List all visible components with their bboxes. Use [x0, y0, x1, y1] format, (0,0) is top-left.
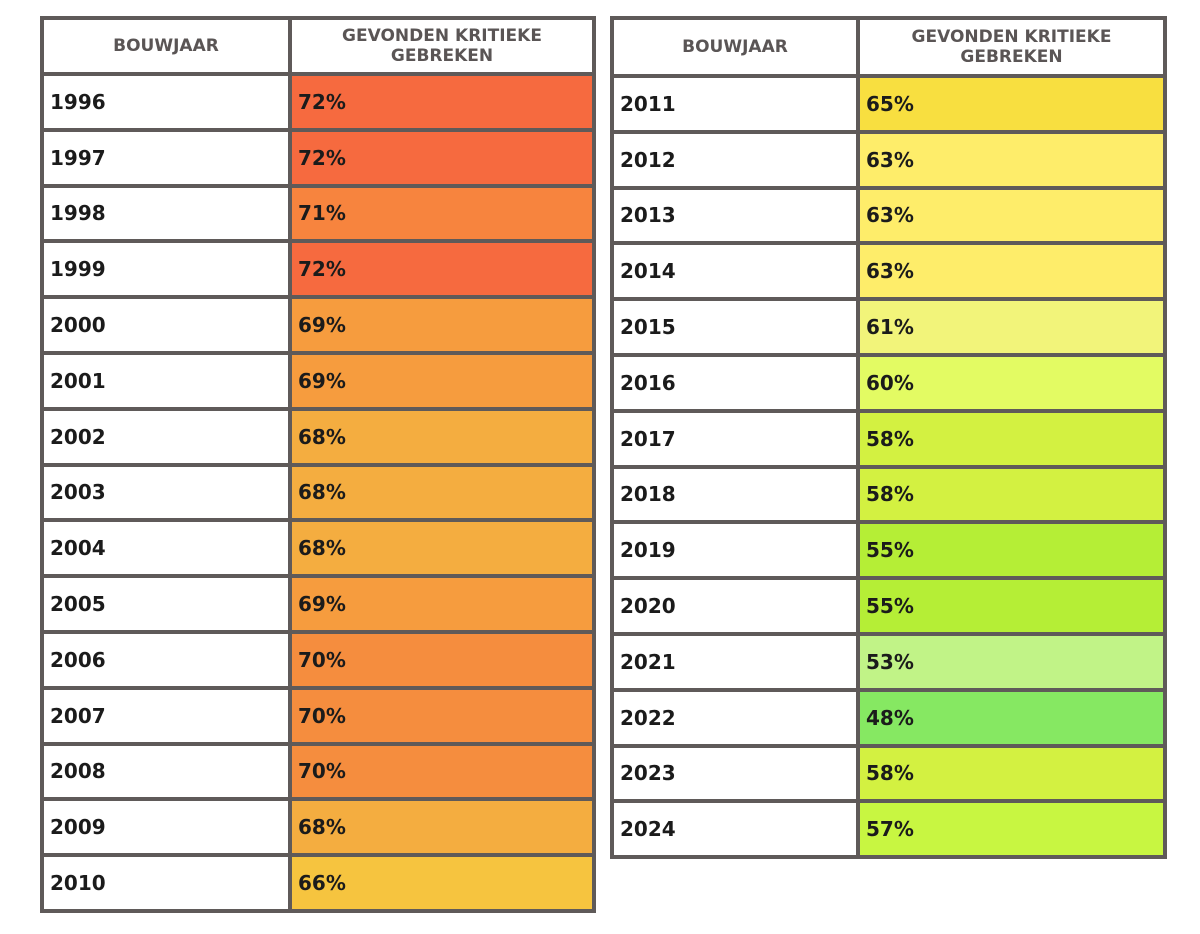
table-row: 1998 71% [44, 187, 592, 240]
defect-percentage-cell: 57% [860, 803, 1163, 856]
table-header-row: BOUWJAAR GEVONDEN KRITIEKE GEBREKEN [44, 20, 592, 72]
year-cell: 2014 [614, 245, 856, 298]
table-row: 2024 57% [614, 803, 1163, 856]
year-cell: 2023 [614, 747, 856, 800]
table-row: 2015 61% [614, 301, 1163, 353]
table-row: 2003 68% [44, 466, 592, 519]
defect-percentage-cell: 68% [292, 466, 592, 519]
table-row: 2014 63% [614, 245, 1163, 298]
year-cell: 2024 [614, 803, 856, 856]
year-cell: 2011 [614, 78, 856, 130]
defect-percentage-cell: 65% [860, 78, 1163, 130]
year-cell: 2012 [614, 133, 856, 186]
year-cell: 2004 [44, 522, 288, 575]
year-cell: 2008 [44, 745, 288, 798]
table-row: 2017 58% [614, 412, 1163, 465]
table-row: 2016 60% [614, 356, 1163, 409]
defect-percentage-cell: 61% [860, 301, 1163, 353]
defect-percentage-cell: 72% [292, 243, 592, 296]
defect-percentage-cell: 69% [292, 299, 592, 351]
defects-table-right: BOUWJAAR GEVONDEN KRITIEKE GEBREKEN 2011… [610, 16, 1167, 860]
year-cell: 2013 [614, 189, 856, 242]
defect-percentage-cell: 70% [292, 633, 592, 686]
defect-percentage-cell: 63% [860, 133, 1163, 186]
defect-percentage-cell: 63% [860, 189, 1163, 242]
table-row: 2012 63% [614, 133, 1163, 186]
year-cell: 2019 [614, 524, 856, 577]
year-cell: 2020 [614, 580, 856, 632]
year-cell: 2016 [614, 356, 856, 409]
year-cell: 1996 [44, 76, 288, 128]
defect-percentage-cell: 53% [860, 635, 1163, 688]
table-row: 1996 72% [44, 76, 592, 128]
table-row: 2011 65% [614, 78, 1163, 130]
table-row: 2022 48% [614, 691, 1163, 744]
table-row: 2007 70% [44, 689, 592, 742]
table-row: 2006 70% [44, 633, 592, 686]
defect-percentage-cell: 70% [292, 689, 592, 742]
table-row: 2018 58% [614, 468, 1163, 521]
table-row: 2010 66% [44, 857, 592, 909]
defect-percentage-cell: 58% [860, 468, 1163, 521]
year-cell: 2010 [44, 857, 288, 909]
defect-percentage-cell: 48% [860, 691, 1163, 744]
table-row: 2009 68% [44, 801, 592, 854]
defect-percentage-cell: 63% [860, 245, 1163, 298]
column-header-year: BOUWJAAR [44, 20, 288, 72]
defect-percentage-cell: 60% [860, 356, 1163, 409]
year-cell: 2021 [614, 635, 856, 688]
defects-table-left: BOUWJAAR GEVONDEN KRITIEKE GEBREKEN 1996… [40, 16, 596, 913]
table-row: 2020 55% [614, 580, 1163, 632]
table-row: 2005 69% [44, 578, 592, 630]
defect-percentage-cell: 71% [292, 187, 592, 240]
year-cell: 1998 [44, 187, 288, 240]
defect-percentage-cell: 68% [292, 801, 592, 854]
table-header-row: BOUWJAAR GEVONDEN KRITIEKE GEBREKEN [614, 20, 1163, 74]
year-cell: 2022 [614, 691, 856, 744]
table-row: 2001 69% [44, 354, 592, 407]
table-row: 2004 68% [44, 522, 592, 575]
year-cell: 2007 [44, 689, 288, 742]
defect-percentage-cell: 55% [860, 524, 1163, 577]
defect-percentage-cell: 66% [292, 857, 592, 909]
year-cell: 2018 [614, 468, 856, 521]
defect-percentage-cell: 58% [860, 412, 1163, 465]
defect-percentage-cell: 70% [292, 745, 592, 798]
table-row: 2021 53% [614, 635, 1163, 688]
year-cell: 2017 [614, 412, 856, 465]
year-cell: 2001 [44, 354, 288, 407]
table-row: 2000 69% [44, 299, 592, 351]
year-cell: 2000 [44, 299, 288, 351]
year-cell: 1997 [44, 131, 288, 184]
table-row: 2023 58% [614, 747, 1163, 800]
defect-percentage-cell: 68% [292, 410, 592, 463]
column-header-defects: GEVONDEN KRITIEKE GEBREKEN [860, 20, 1163, 74]
table-row: 2008 70% [44, 745, 592, 798]
year-cell: 2006 [44, 633, 288, 686]
table-row: 2019 55% [614, 524, 1163, 577]
table-row: 1997 72% [44, 131, 592, 184]
table-row: 2002 68% [44, 410, 592, 463]
defect-percentage-cell: 58% [860, 747, 1163, 800]
defect-percentage-cell: 72% [292, 76, 592, 128]
year-cell: 1999 [44, 243, 288, 296]
table-row: 1999 72% [44, 243, 592, 296]
year-cell: 2005 [44, 578, 288, 630]
defect-percentage-cell: 69% [292, 354, 592, 407]
table-row: 2013 63% [614, 189, 1163, 242]
year-cell: 2015 [614, 301, 856, 353]
year-cell: 2003 [44, 466, 288, 519]
defect-percentage-cell: 72% [292, 131, 592, 184]
table-body: 2011 65% 2012 63% 2013 63% 2014 63% 2015 61% 2016 6… [614, 78, 1163, 856]
column-header-year: BOUWJAAR [614, 20, 856, 74]
table-body: 1996 72% 1997 72% 1998 71% 1999 72% 2000 69% 2001 6… [44, 76, 592, 909]
defect-percentage-cell: 68% [292, 522, 592, 575]
column-header-defects: GEVONDEN KRITIEKE GEBREKEN [292, 20, 592, 72]
year-cell: 2009 [44, 801, 288, 854]
year-cell: 2002 [44, 410, 288, 463]
defect-percentage-cell: 55% [860, 580, 1163, 632]
defect-percentage-cell: 69% [292, 578, 592, 630]
